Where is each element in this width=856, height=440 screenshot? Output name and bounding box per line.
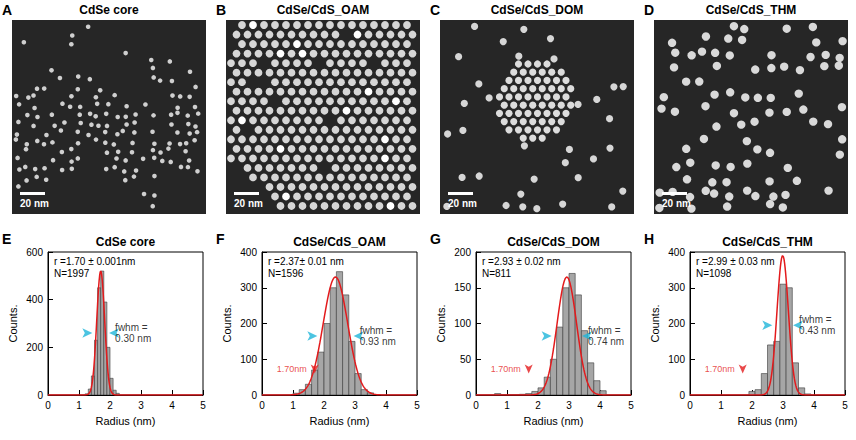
- svg-text:1: 1: [504, 400, 510, 411]
- svg-text:1.70nm: 1.70nm: [705, 364, 735, 374]
- svg-text:E: E: [2, 231, 11, 247]
- svg-text:100: 100: [668, 354, 685, 365]
- svg-text:4: 4: [597, 400, 603, 411]
- svg-text:400: 400: [668, 247, 685, 258]
- svg-text:Counts.: Counts.: [435, 305, 447, 343]
- svg-text:N=1098: N=1098: [696, 268, 732, 279]
- svg-text:200: 200: [26, 342, 43, 353]
- svg-text:1.70nm: 1.70nm: [277, 364, 307, 374]
- svg-text:20 nm: 20 nm: [662, 198, 691, 209]
- svg-text:20 nm: 20 nm: [20, 198, 49, 209]
- svg-text:CdSe/CdS_OAM: CdSe/CdS_OAM: [293, 235, 386, 249]
- svg-text:0: 0: [45, 400, 51, 411]
- svg-text:200: 200: [454, 247, 471, 258]
- svg-text:0: 0: [37, 390, 43, 401]
- svg-text:1: 1: [718, 400, 724, 411]
- svg-text:fwhm =: fwhm =: [588, 325, 621, 336]
- svg-text:CdSe core: CdSe core: [96, 235, 156, 249]
- svg-text:2: 2: [107, 400, 113, 411]
- svg-text:100: 100: [454, 318, 471, 329]
- svg-text:400: 400: [26, 294, 43, 305]
- svg-text:4: 4: [383, 400, 389, 411]
- svg-text:CdSe/CdS_THM: CdSe/CdS_THM: [722, 235, 813, 249]
- svg-text:3: 3: [566, 400, 572, 411]
- svg-text:200: 200: [668, 318, 685, 329]
- svg-text:CdSe core: CdSe core: [79, 3, 139, 17]
- svg-text:20 nm: 20 nm: [234, 198, 263, 209]
- svg-text:A: A: [2, 2, 12, 18]
- svg-text:0.74 nm: 0.74 nm: [588, 336, 624, 347]
- svg-text:G: G: [430, 231, 441, 247]
- svg-text:N=811: N=811: [482, 268, 511, 279]
- svg-text:Radius (nm): Radius (nm): [96, 415, 156, 427]
- svg-text:r =2.93 ± 0.02 nm: r =2.93 ± 0.02 nm: [482, 256, 561, 267]
- svg-text:F: F: [216, 231, 225, 247]
- svg-text:300: 300: [668, 282, 685, 293]
- svg-text:3: 3: [138, 400, 144, 411]
- svg-text:Counts.: Counts.: [221, 305, 233, 343]
- svg-text:Counts.: Counts.: [7, 305, 19, 343]
- svg-text:0.43 nm: 0.43 nm: [799, 325, 835, 336]
- svg-text:300: 300: [240, 282, 257, 293]
- svg-text:0: 0: [259, 400, 265, 411]
- svg-text:N=1596: N=1596: [268, 268, 304, 279]
- svg-text:0: 0: [465, 390, 471, 401]
- svg-text:r =1.70 ± 0.001nm: r =1.70 ± 0.001nm: [54, 256, 135, 267]
- svg-text:H: H: [644, 231, 654, 247]
- svg-text:0.93 nm: 0.93 nm: [360, 336, 396, 347]
- svg-text:3: 3: [352, 400, 358, 411]
- svg-text:4: 4: [811, 400, 817, 411]
- svg-text:fwhm =: fwhm =: [360, 325, 393, 336]
- svg-text:50: 50: [460, 354, 472, 365]
- svg-text:600: 600: [26, 247, 43, 258]
- svg-text:1: 1: [76, 400, 82, 411]
- svg-text:5: 5: [414, 400, 420, 411]
- svg-text:2: 2: [535, 400, 541, 411]
- svg-text:N=1997: N=1997: [54, 268, 90, 279]
- svg-text:200: 200: [240, 318, 257, 329]
- svg-text:CdSe/CdS_DOM: CdSe/CdS_DOM: [491, 3, 584, 17]
- svg-text:CdSe/CdS_OAM: CdSe/CdS_OAM: [277, 3, 370, 17]
- svg-text:5: 5: [628, 400, 634, 411]
- svg-text:Radius (nm): Radius (nm): [310, 415, 370, 427]
- svg-text:1: 1: [290, 400, 296, 411]
- svg-text:0: 0: [687, 400, 693, 411]
- svg-text:100: 100: [240, 354, 257, 365]
- svg-text:5: 5: [200, 400, 206, 411]
- svg-text:3: 3: [780, 400, 786, 411]
- svg-text:Radius (nm): Radius (nm): [524, 415, 584, 427]
- svg-text:r =2.99 ± 0.03 nm: r =2.99 ± 0.03 nm: [696, 256, 775, 267]
- svg-text:B: B: [216, 2, 226, 18]
- svg-text:4: 4: [169, 400, 175, 411]
- svg-text:0.30 nm: 0.30 nm: [115, 333, 151, 344]
- svg-text:D: D: [644, 2, 654, 18]
- svg-text:400: 400: [240, 247, 257, 258]
- svg-text:0: 0: [473, 400, 479, 411]
- svg-text:CdSe/CdS_DOM: CdSe/CdS_DOM: [507, 235, 600, 249]
- svg-text:1.70nm: 1.70nm: [491, 364, 521, 374]
- svg-text:CdSe/CdS_THM: CdSe/CdS_THM: [706, 3, 797, 17]
- svg-text:Counts.: Counts.: [649, 305, 661, 343]
- svg-text:C: C: [430, 2, 440, 18]
- svg-text:2: 2: [321, 400, 327, 411]
- svg-text:fwhm =: fwhm =: [115, 322, 148, 333]
- svg-text:fwhm =: fwhm =: [799, 314, 832, 325]
- svg-text:Radius (nm): Radius (nm): [738, 415, 798, 427]
- svg-text:0: 0: [251, 390, 257, 401]
- svg-text:r =2.37± 0.01 nm: r =2.37± 0.01 nm: [268, 256, 344, 267]
- svg-text:150: 150: [454, 282, 471, 293]
- svg-text:20 nm: 20 nm: [448, 198, 477, 209]
- svg-text:0: 0: [679, 390, 685, 401]
- svg-text:5: 5: [842, 400, 848, 411]
- svg-text:2: 2: [749, 400, 755, 411]
